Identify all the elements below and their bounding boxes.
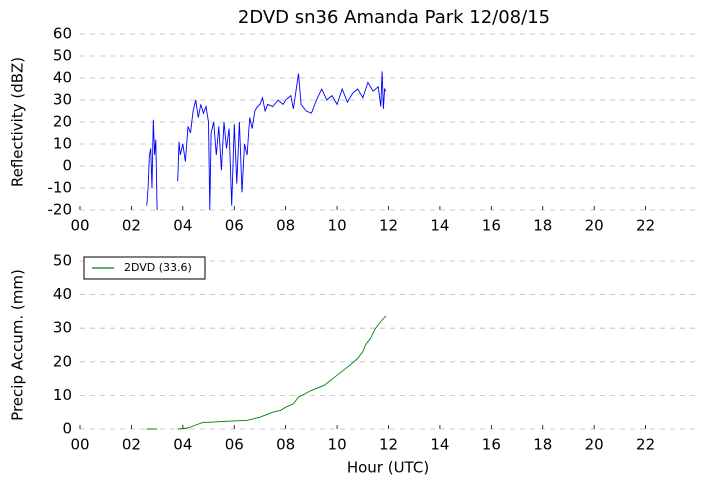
y-tick-label: 30 (53, 319, 72, 337)
y-tick-label: 0 (62, 157, 72, 175)
x-tick-label: 20 (585, 217, 604, 235)
x-tick-label: 18 (533, 436, 552, 454)
y-axis-label: Precip Accum. (mm) (9, 269, 27, 421)
x-tick-label: 10 (328, 436, 347, 454)
x-tick-label: 14 (430, 217, 449, 235)
x-tick-label: 02 (122, 436, 141, 454)
x-tick-label: 08 (276, 217, 295, 235)
y-tick-label: 20 (53, 113, 72, 131)
y-tick-label: 0 (62, 420, 72, 438)
x-tick-label: 02 (122, 217, 141, 235)
data-line (146, 315, 387, 430)
x-tick-label: 12 (379, 436, 398, 454)
legend-box (83, 256, 206, 280)
y-tick-label: 20 (53, 352, 72, 370)
y-tick-label: 30 (53, 91, 72, 109)
x-tick-label: 08 (276, 436, 295, 454)
data-line (146, 71, 387, 211)
x-tick-label: 04 (173, 436, 192, 454)
chart-title: 2DVD sn36 Amanda Park 12/08/15 (238, 7, 550, 28)
x-tick-label: 16 (482, 436, 501, 454)
x-tick-label: 22 (636, 436, 655, 454)
x-tick-label: 04 (173, 217, 192, 235)
y-tick-label: 50 (53, 252, 72, 270)
x-tick-label: 06 (225, 436, 244, 454)
x-axis-label: Hour (UTC) (347, 459, 429, 477)
x-tick-label: 22 (636, 217, 655, 235)
y-tick-label: 10 (53, 135, 72, 153)
x-tick-label: 18 (533, 217, 552, 235)
y-axis-label: Reflectivity (dBZ) (9, 57, 27, 187)
y-tick-label: -20 (48, 201, 73, 219)
x-tick-label: 10 (328, 217, 347, 235)
y-tick-label: 40 (53, 285, 72, 303)
x-tick-label: 14 (430, 436, 449, 454)
x-tick-label: 00 (70, 217, 89, 235)
legend-label: 2DVD (33.6) (124, 261, 192, 274)
x-tick-label: 00 (70, 436, 89, 454)
x-tick-label: 12 (379, 217, 398, 235)
y-tick-label: 60 (53, 25, 72, 43)
y-tick-label: 50 (53, 47, 72, 65)
y-tick-label: 10 (53, 386, 72, 404)
x-tick-label: 20 (585, 436, 604, 454)
x-tick-label: 16 (482, 217, 501, 235)
x-tick-label: 06 (225, 217, 244, 235)
y-tick-label: 40 (53, 69, 72, 87)
y-tick-label: -10 (48, 179, 73, 197)
